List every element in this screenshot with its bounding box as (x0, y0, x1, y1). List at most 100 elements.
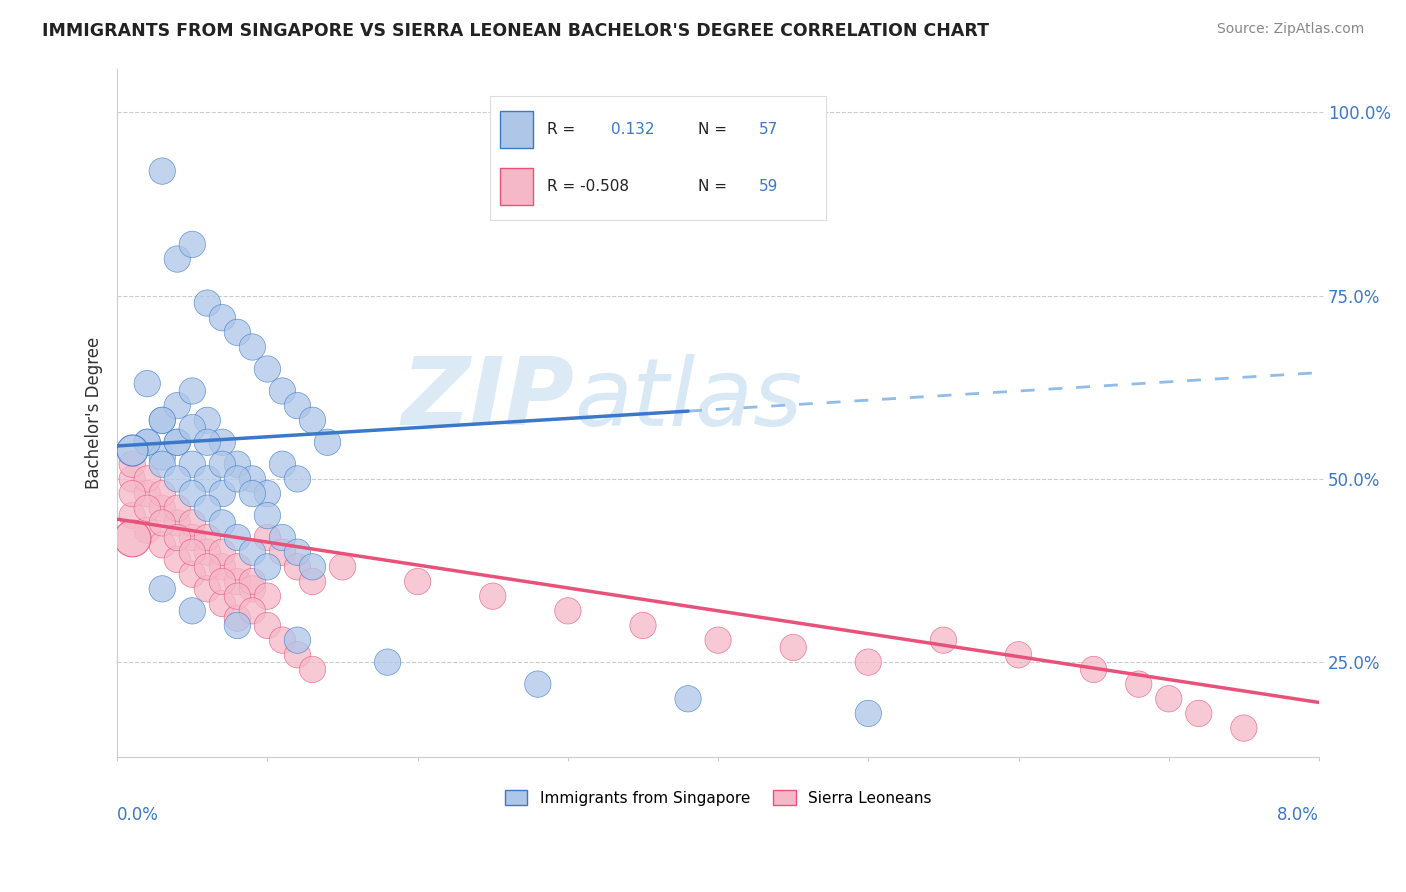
Point (287, 559, 309, 574)
Text: atlas: atlas (574, 354, 801, 445)
Point (226, 618, 249, 632)
Point (166, 552, 188, 566)
Point (166, 252, 188, 266)
Point (195, 472, 218, 486)
Point (121, 472, 143, 486)
Point (166, 531, 188, 545)
Point (166, 516, 188, 530)
Point (287, 633, 309, 648)
Point (226, 457, 249, 471)
Legend: Immigrants from Singapore, Sierra Leoneans: Immigrants from Singapore, Sierra Leonea… (499, 783, 938, 812)
Point (271, 457, 294, 471)
Point (150, 413, 173, 427)
Point (136, 435, 159, 450)
Point (150, 501, 173, 516)
Point (527, 677, 550, 691)
Point (226, 326, 249, 340)
Point (301, 574, 323, 589)
Point (256, 362, 278, 376)
Point (631, 618, 654, 632)
Point (166, 501, 188, 516)
Point (301, 413, 323, 427)
Point (181, 237, 204, 252)
Point (136, 486, 159, 500)
Point (226, 589, 249, 603)
Point (181, 567, 204, 582)
Point (242, 472, 264, 486)
Text: IMMIGRANTS FROM SINGAPORE VS SIERRA LEONEAN BACHELOR'S DEGREE CORRELATION CHART: IMMIGRANTS FROM SINGAPORE VS SIERRA LEON… (42, 22, 990, 40)
Point (195, 296, 218, 310)
Point (256, 589, 278, 603)
Point (271, 633, 294, 648)
Point (932, 633, 955, 648)
Point (136, 523, 159, 537)
Point (195, 545, 218, 559)
Point (150, 450, 173, 464)
Point (782, 640, 804, 655)
Point (226, 559, 249, 574)
Point (150, 164, 173, 178)
Point (136, 501, 159, 516)
Point (121, 486, 143, 500)
Point (226, 472, 249, 486)
Text: 8.0%: 8.0% (1277, 805, 1319, 823)
Point (301, 559, 323, 574)
Point (256, 618, 278, 632)
Point (557, 604, 579, 618)
Point (211, 597, 233, 611)
Point (1157, 691, 1180, 706)
Point (150, 486, 173, 500)
Point (121, 531, 143, 545)
Point (256, 486, 278, 500)
Text: Source: ZipAtlas.com: Source: ZipAtlas.com (1216, 22, 1364, 37)
Point (1188, 706, 1211, 721)
Point (166, 399, 188, 413)
Point (121, 442, 143, 457)
Point (256, 531, 278, 545)
Point (181, 516, 204, 530)
Point (150, 413, 173, 427)
Point (211, 559, 233, 574)
Point (707, 633, 730, 648)
Point (242, 340, 264, 354)
Point (136, 435, 159, 450)
Point (316, 435, 339, 450)
Point (332, 559, 354, 574)
Point (211, 310, 233, 325)
Point (195, 582, 218, 596)
Point (1083, 663, 1105, 677)
Point (195, 559, 218, 574)
Point (136, 376, 159, 391)
Point (377, 655, 399, 669)
Point (136, 472, 159, 486)
Point (1007, 648, 1029, 662)
Point (287, 399, 309, 413)
Point (242, 582, 264, 596)
Point (181, 384, 204, 398)
Point (301, 663, 323, 677)
Text: 0.0%: 0.0% (117, 805, 159, 823)
Point (256, 559, 278, 574)
Point (121, 457, 143, 471)
Point (226, 574, 249, 589)
Point (287, 545, 309, 559)
Point (211, 574, 233, 589)
Point (195, 531, 218, 545)
Point (1128, 677, 1150, 691)
Point (166, 435, 188, 450)
Point (211, 545, 233, 559)
Point (181, 420, 204, 434)
Point (150, 538, 173, 552)
Point (121, 508, 143, 523)
Point (481, 589, 503, 603)
Point (211, 457, 233, 471)
Point (242, 545, 264, 559)
Point (1233, 721, 1256, 735)
Point (195, 501, 218, 516)
Point (271, 531, 294, 545)
Point (181, 604, 204, 618)
Point (242, 604, 264, 618)
Point (242, 486, 264, 500)
Point (287, 648, 309, 662)
Y-axis label: Bachelor's Degree: Bachelor's Degree (86, 337, 103, 489)
